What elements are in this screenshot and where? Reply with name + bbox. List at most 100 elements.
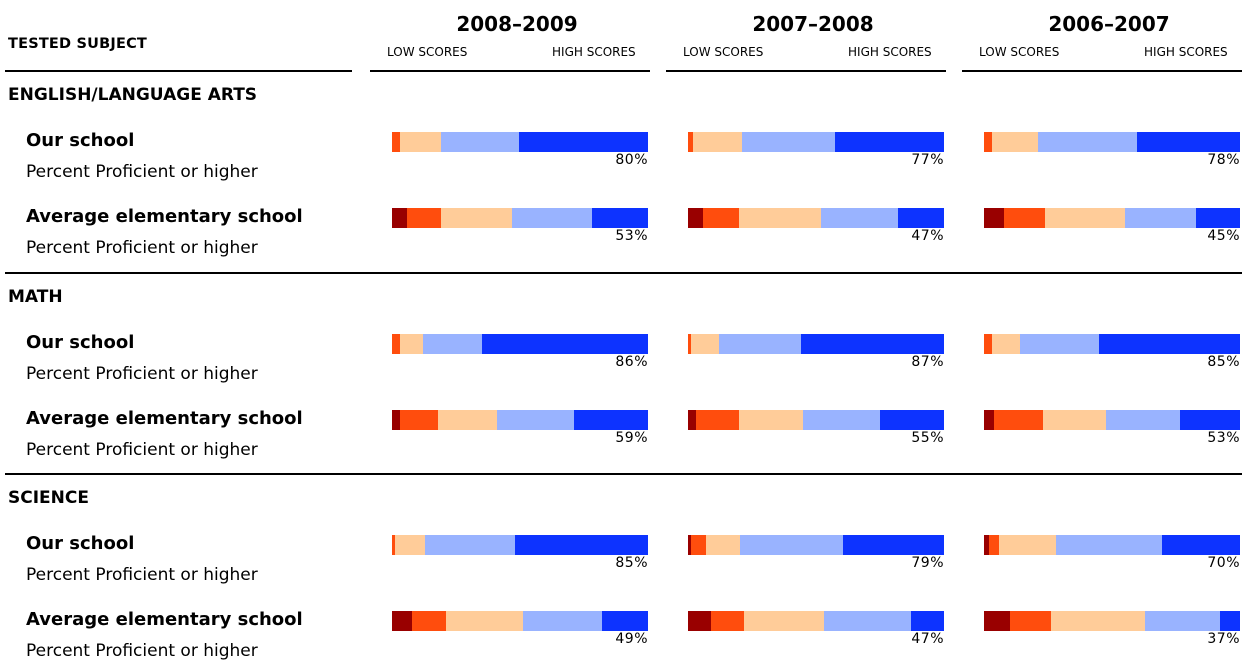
bar-segment-below-basic [703, 208, 740, 228]
stacked-bar [392, 132, 648, 152]
bar-segment-advanced [879, 410, 944, 430]
row-title: Our school [26, 332, 135, 353]
bar-segment-basic [693, 132, 743, 152]
bar-segment-below-basic [695, 410, 740, 430]
row-title: Average elementary school [26, 206, 303, 227]
tested-subject-header: TESTED SUBJECT [8, 36, 148, 52]
bar-segment-basic [991, 334, 1020, 354]
header-rule [370, 70, 650, 72]
percent-proficient-label: 85% [615, 555, 648, 571]
bar-segment-far-below-basic [688, 535, 691, 555]
bar-segment-proficient [1105, 410, 1181, 430]
bar-segment-far-below-basic [984, 410, 995, 430]
percent-proficient-label: 85% [1207, 354, 1240, 370]
percent-proficient-label: 59% [615, 430, 648, 446]
bar-segment-basic [739, 208, 822, 228]
percent-proficient-label: 70% [1207, 555, 1240, 571]
bar-segment-basic [991, 132, 1039, 152]
bar-segment-below-basic [989, 535, 1000, 555]
bar-segment-advanced [518, 132, 648, 152]
year-header-2006-2007: 2006–2007 [1048, 12, 1170, 36]
bar-segment-advanced [897, 208, 944, 228]
bar-segment-basic [399, 132, 442, 152]
percent-proficient-label: 78% [1207, 152, 1240, 168]
stacked-bar [984, 132, 1240, 152]
bar-segment-basic [744, 611, 824, 631]
stacked-bar [984, 410, 1240, 430]
bar-segment-advanced [1136, 132, 1240, 152]
bar-segment-proficient [522, 611, 602, 631]
bar-segment-proficient [1124, 208, 1197, 228]
section-divider [5, 272, 1242, 274]
stacked-bar [392, 410, 648, 430]
bar-segment-advanced [1219, 611, 1240, 631]
bar-segment-proficient [1056, 535, 1163, 555]
stacked-bar [688, 334, 944, 354]
row-title: Average elementary school [26, 609, 303, 630]
bar-segment-proficient [441, 132, 519, 152]
stacked-bar [688, 611, 944, 631]
bar-segment-advanced [1180, 410, 1240, 430]
bar-segment-below-basic [984, 132, 992, 152]
stacked-bar [688, 208, 944, 228]
bar-segment-below-basic [1004, 208, 1046, 228]
bar-segment-far-below-basic [688, 410, 696, 430]
bar-segment-far-below-basic [688, 611, 712, 631]
percent-proficient-label: 37% [1207, 631, 1240, 647]
header-rule [5, 70, 352, 72]
percent-proficient-label: 86% [615, 354, 648, 370]
section-title: SCIENCE [8, 488, 89, 508]
bar-segment-below-basic [407, 208, 441, 228]
stacked-bar [984, 208, 1240, 228]
bar-segment-proficient [803, 410, 880, 430]
bar-segment-proficient [718, 334, 801, 354]
bar-segment-far-below-basic [984, 535, 990, 555]
bar-segment-below-basic [688, 132, 694, 152]
bar-segment-far-below-basic [392, 611, 413, 631]
year-header-2008-2009: 2008–2009 [456, 12, 578, 36]
bar-segment-below-basic [690, 535, 707, 555]
stacked-bar [688, 410, 944, 430]
bar-segment-advanced [591, 208, 648, 228]
percent-proficient-label: 47% [911, 631, 944, 647]
percent-proficient-label: 49% [615, 631, 648, 647]
bar-segment-advanced [1162, 535, 1240, 555]
low-scores-label: LOW SCORES [683, 45, 764, 59]
bar-segment-advanced [843, 535, 944, 555]
percent-proficient-label: 53% [1207, 430, 1240, 446]
row-title: Average elementary school [26, 408, 303, 429]
section-title: ENGLISH/LANGUAGE ARTS [8, 85, 258, 105]
header-rule [962, 70, 1242, 72]
stacked-bar [392, 334, 648, 354]
high-scores-label: HIGH SCORES [848, 45, 932, 59]
percent-proficient-label: 55% [911, 430, 944, 446]
bar-segment-below-basic [1009, 611, 1051, 631]
bar-segment-basic [999, 535, 1057, 555]
bar-segment-far-below-basic [688, 208, 704, 228]
bar-segment-below-basic [994, 410, 1044, 430]
bar-segment-below-basic [711, 611, 745, 631]
stacked-bar [984, 611, 1240, 631]
bar-segment-below-basic [688, 334, 691, 354]
bar-segment-basic [440, 208, 513, 228]
row-subtitle: Percent Proficient or higher [26, 364, 258, 384]
bar-segment-proficient [1145, 611, 1220, 631]
percent-proficient-label: 87% [911, 354, 944, 370]
header-rule [666, 70, 946, 72]
bar-segment-proficient [425, 535, 515, 555]
stacked-bar [984, 334, 1240, 354]
percent-proficient-label: 45% [1207, 228, 1240, 244]
low-scores-label: LOW SCORES [387, 45, 468, 59]
bar-segment-advanced [1099, 334, 1240, 354]
percent-proficient-label: 77% [911, 152, 944, 168]
row-subtitle: Percent Proficient or higher [26, 440, 258, 460]
bar-segment-advanced [800, 334, 944, 354]
bar-segment-below-basic [392, 535, 395, 555]
bar-segment-below-basic [412, 611, 446, 631]
bar-segment-proficient [512, 208, 592, 228]
bar-segment-far-below-basic [392, 208, 408, 228]
bar-segment-far-below-basic [392, 410, 400, 430]
percent-proficient-label: 47% [911, 228, 944, 244]
percent-proficient-label: 53% [615, 228, 648, 244]
bar-segment-advanced [573, 410, 648, 430]
